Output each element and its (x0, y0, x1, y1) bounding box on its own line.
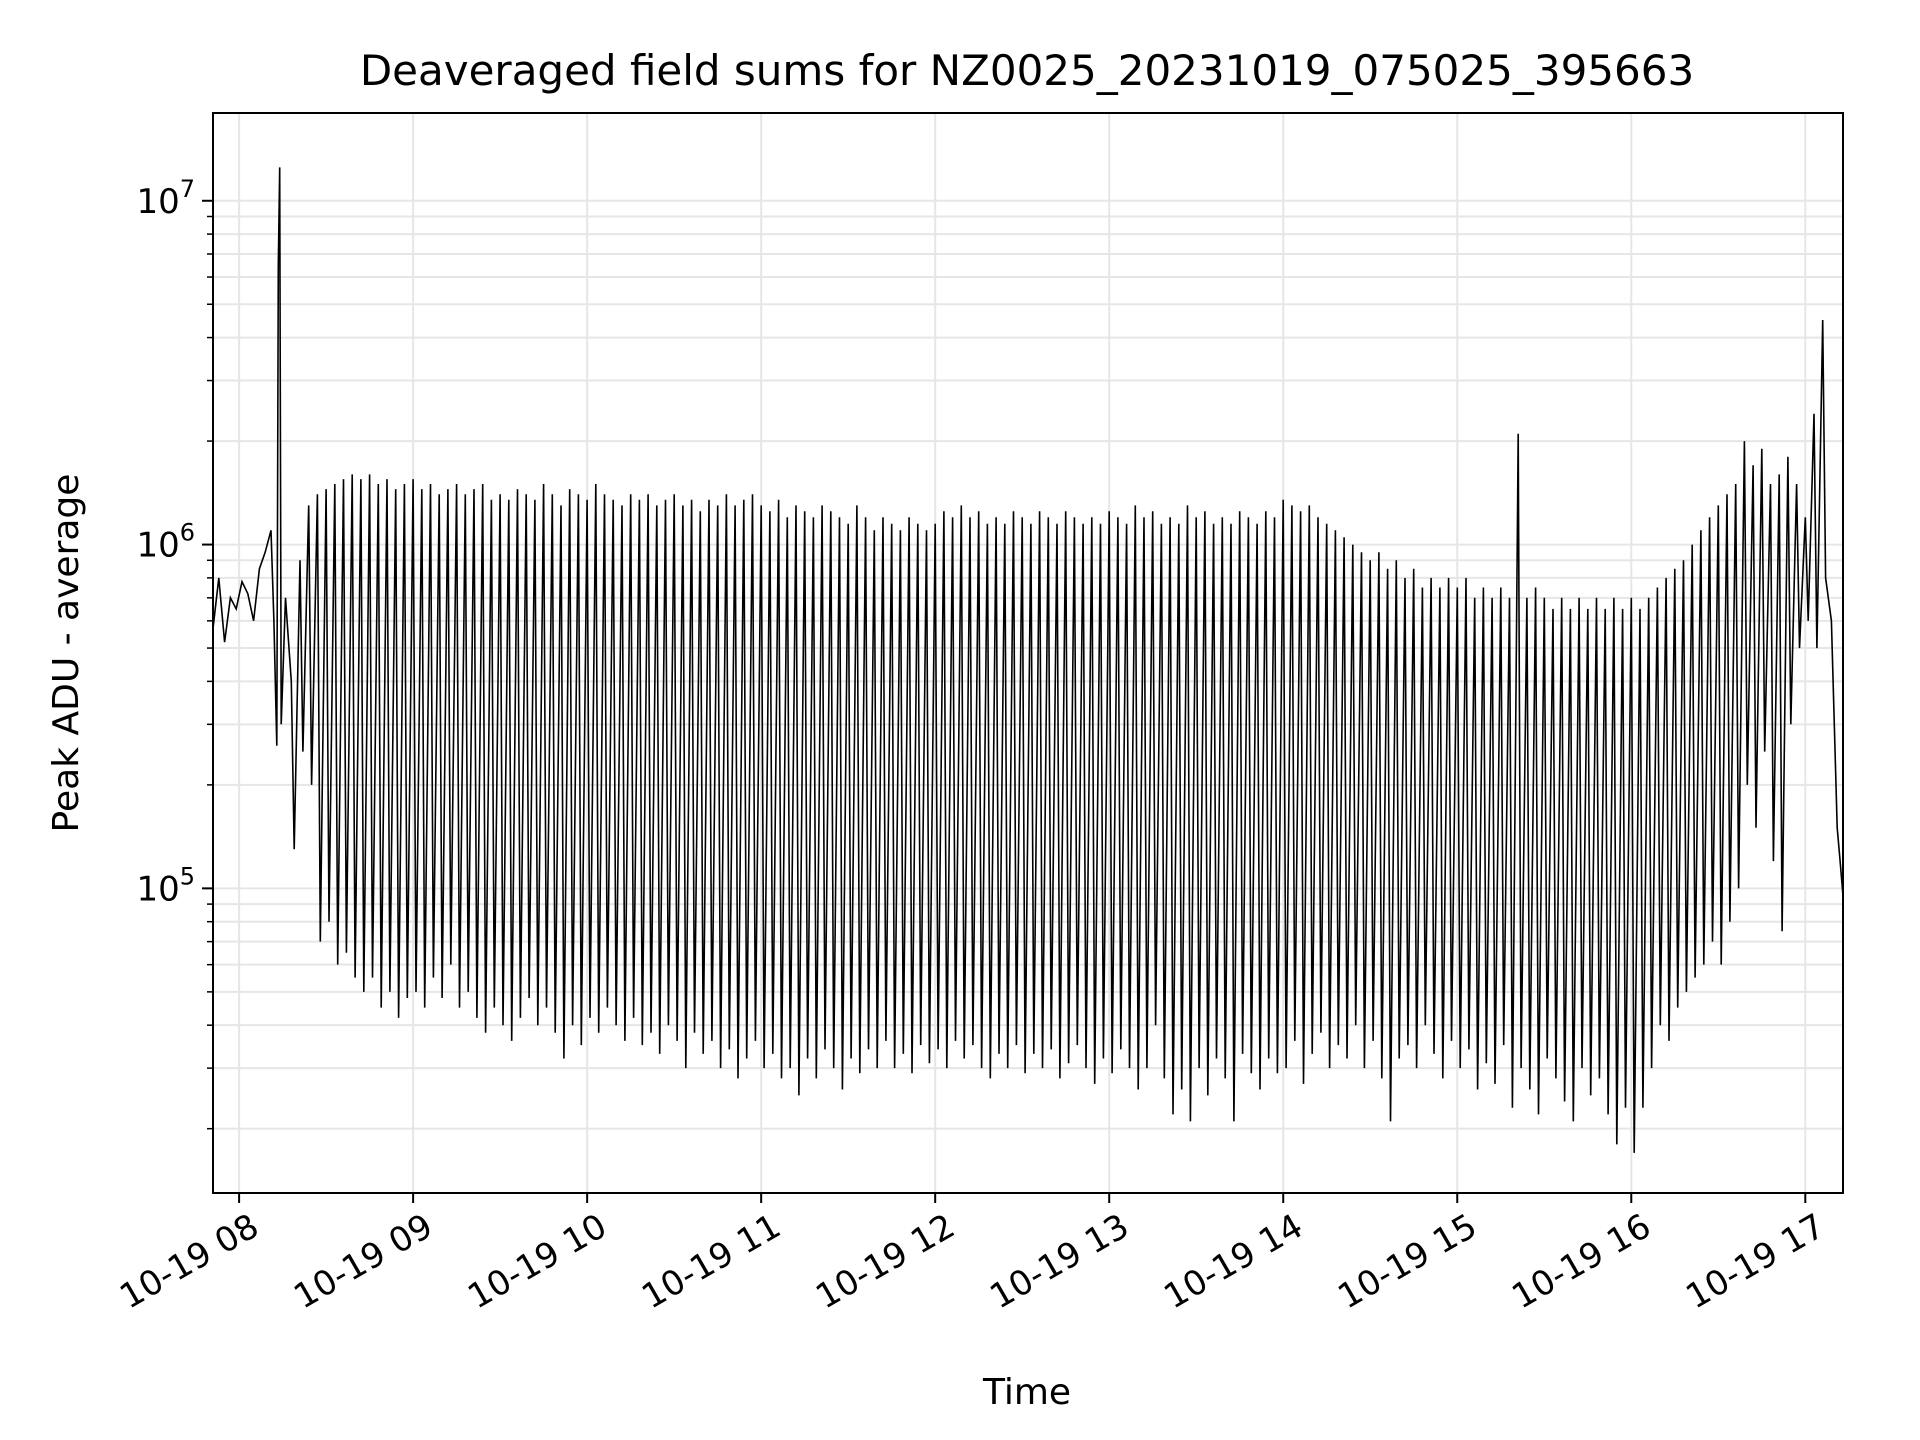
series-line (212, 167, 1844, 1153)
y-tick-label: 105 (136, 862, 195, 909)
plot-frame (212, 112, 1844, 1194)
x-axis-label: Time (982, 1372, 1071, 1413)
y-tick-label: 106 (136, 519, 195, 566)
chart-title: Deaveraged field sums for NZ0025_2023101… (360, 46, 1694, 95)
y-tick-label: 107 (136, 175, 195, 222)
y-axis-label: Peak ADU - average (46, 474, 87, 833)
y-axis-ticks: 105 106 107 (136, 175, 213, 1130)
plot-area (212, 167, 1844, 1153)
